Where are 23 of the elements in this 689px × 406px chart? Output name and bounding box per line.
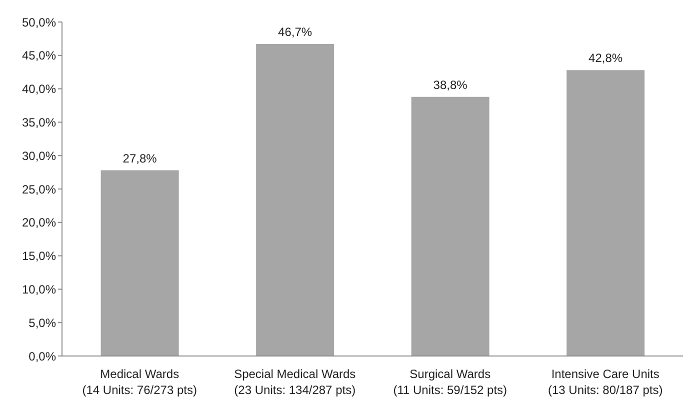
data-label: 42,8% [588, 51, 623, 66]
y-tick-label: 5,0% [28, 316, 56, 330]
x-tick-label: Surgical Wards (11 Units: 59/152 pts) [393, 367, 508, 397]
y-tick-label: 40,0% [22, 82, 56, 96]
data-label: 27,8% [122, 151, 158, 166]
bar [256, 44, 334, 356]
data-label: 46,7% [278, 25, 312, 40]
y-tick-label: 25,0% [22, 182, 56, 196]
y-tick-label: 0,0% [28, 349, 56, 364]
y-tick-label: 45,0% [22, 48, 56, 63]
x-tick-label: Intensive Care Units (13 Units: 80/187 pts) [548, 367, 663, 397]
y-tick-label: 35,0% [22, 115, 56, 130]
bar [100, 170, 179, 356]
y-tick-label: 15,0% [22, 249, 56, 264]
x-tick-label: Medical Wards (14 Units: 76/273 pts) [82, 367, 197, 397]
bar [566, 70, 645, 356]
data-label: 38,8% [433, 78, 468, 92]
y-tick-label: 20,0% [22, 216, 56, 230]
x-tick-label: Special Medical Wards (23 Units: 134/287 pts) [234, 367, 356, 397]
bar [411, 96, 490, 356]
y-tick-label: 50,0% [22, 15, 56, 30]
y-tick-label: 10,0% [22, 282, 56, 296]
y-tick-label: 30,0% [22, 148, 56, 163]
